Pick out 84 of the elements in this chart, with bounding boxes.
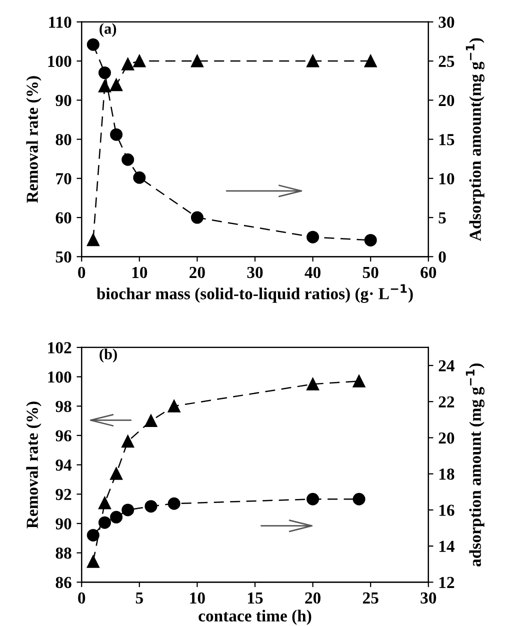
y-tick-label: 92 — [56, 488, 72, 500]
x-tick-label: 10 — [132, 266, 148, 278]
point — [306, 492, 320, 506]
y-tick-label: 90 — [56, 94, 72, 106]
point — [122, 435, 134, 448]
point — [168, 497, 180, 510]
x-tick-label: 20 — [190, 266, 205, 278]
point — [190, 211, 204, 224]
point — [364, 54, 377, 68]
y-tick-label: 94 — [56, 460, 72, 471]
y2-tick-label: 16 — [439, 504, 454, 516]
y2-tick-label: 18 — [439, 468, 454, 480]
x-tick-label: 5 — [136, 592, 143, 604]
y2-tick-label: 10 — [439, 173, 454, 184]
y2-tick-label: 0 — [438, 251, 446, 263]
point — [352, 374, 366, 388]
x-tick-label: 0 — [78, 266, 86, 278]
y-tick-label: 96 — [56, 430, 72, 442]
point — [110, 128, 123, 141]
x-axis-title: biochar mass (solid-to-liquid ratios) (g· L$^{−1}$) — [96, 284, 413, 303]
y-tick-label: 100 — [48, 371, 72, 383]
point — [352, 492, 366, 506]
point — [306, 230, 320, 244]
point — [133, 54, 146, 68]
point — [122, 504, 134, 516]
y-tick-label: 98 — [56, 400, 72, 412]
point — [364, 234, 377, 246]
point — [86, 234, 100, 246]
y-tick-label: 102 — [48, 342, 72, 354]
x-tick-label: 20 — [305, 592, 320, 604]
y-tick-label: 60 — [56, 212, 72, 224]
x-tick-label: 50 — [362, 266, 378, 278]
y-axis-title: Removal rate (%) — [26, 402, 42, 528]
x-tick-label: 40 — [304, 266, 320, 278]
point — [86, 38, 100, 51]
annotation: (a) — [100, 23, 116, 37]
x-tick-label: 30 — [247, 266, 263, 278]
y-tick-label: 80 — [56, 134, 72, 146]
x-tick-label: 60 — [420, 266, 436, 278]
point — [86, 528, 100, 542]
x-tick-label: 30 — [420, 592, 436, 604]
x-tick-label: 0 — [78, 592, 86, 604]
point — [144, 500, 158, 513]
x-tick-label: 15 — [248, 592, 263, 604]
point — [98, 66, 111, 80]
y-axis-title: Removal rate (%) — [26, 76, 42, 203]
point — [122, 58, 134, 70]
point — [98, 516, 111, 529]
y2-tick-label: 24 — [438, 360, 454, 372]
y2-tick-label: 5 — [438, 212, 446, 224]
x-tick-label: 25 — [362, 592, 378, 604]
y-tick-label: 70 — [56, 173, 72, 184]
point — [122, 153, 134, 166]
y2-tick-label: 14 — [439, 540, 454, 552]
point — [168, 400, 180, 412]
point — [98, 80, 111, 92]
y2-tick-label: 30 — [438, 16, 454, 28]
point — [190, 54, 204, 68]
y-tick-label: 110 — [49, 16, 72, 28]
y-tick-label: 50 — [56, 251, 72, 263]
point — [133, 171, 146, 184]
y2-tick-label: 22 — [438, 396, 454, 408]
y-tick-label: 100 — [48, 56, 72, 67]
y2-tick-label: 20 — [438, 432, 454, 444]
point — [86, 555, 100, 568]
point — [98, 496, 111, 510]
point — [110, 78, 123, 92]
point — [144, 414, 158, 428]
x-tick-label: 10 — [190, 592, 205, 604]
point — [306, 54, 320, 68]
y-tick-label: 90 — [56, 518, 72, 530]
annotation: (b) — [100, 348, 117, 362]
y2-tick-label: 12 — [439, 576, 454, 588]
y-tick-label: 86 — [56, 576, 72, 588]
y2-tick-label: 15 — [439, 134, 454, 146]
y-tick-label: 88 — [56, 548, 72, 559]
y2-axis-title: Adsorption amount(mg g$^{−1}$) — [466, 38, 484, 242]
point — [306, 378, 320, 390]
y2-tick-label: 20 — [438, 94, 454, 106]
x-axis-title: contace time (h) — [198, 610, 312, 625]
y2-axis-title: adsorption amount (mg g$^{−1}$) — [466, 364, 484, 566]
y2-tick-label: 25 — [438, 56, 454, 67]
point — [110, 467, 123, 480]
point — [110, 510, 123, 524]
